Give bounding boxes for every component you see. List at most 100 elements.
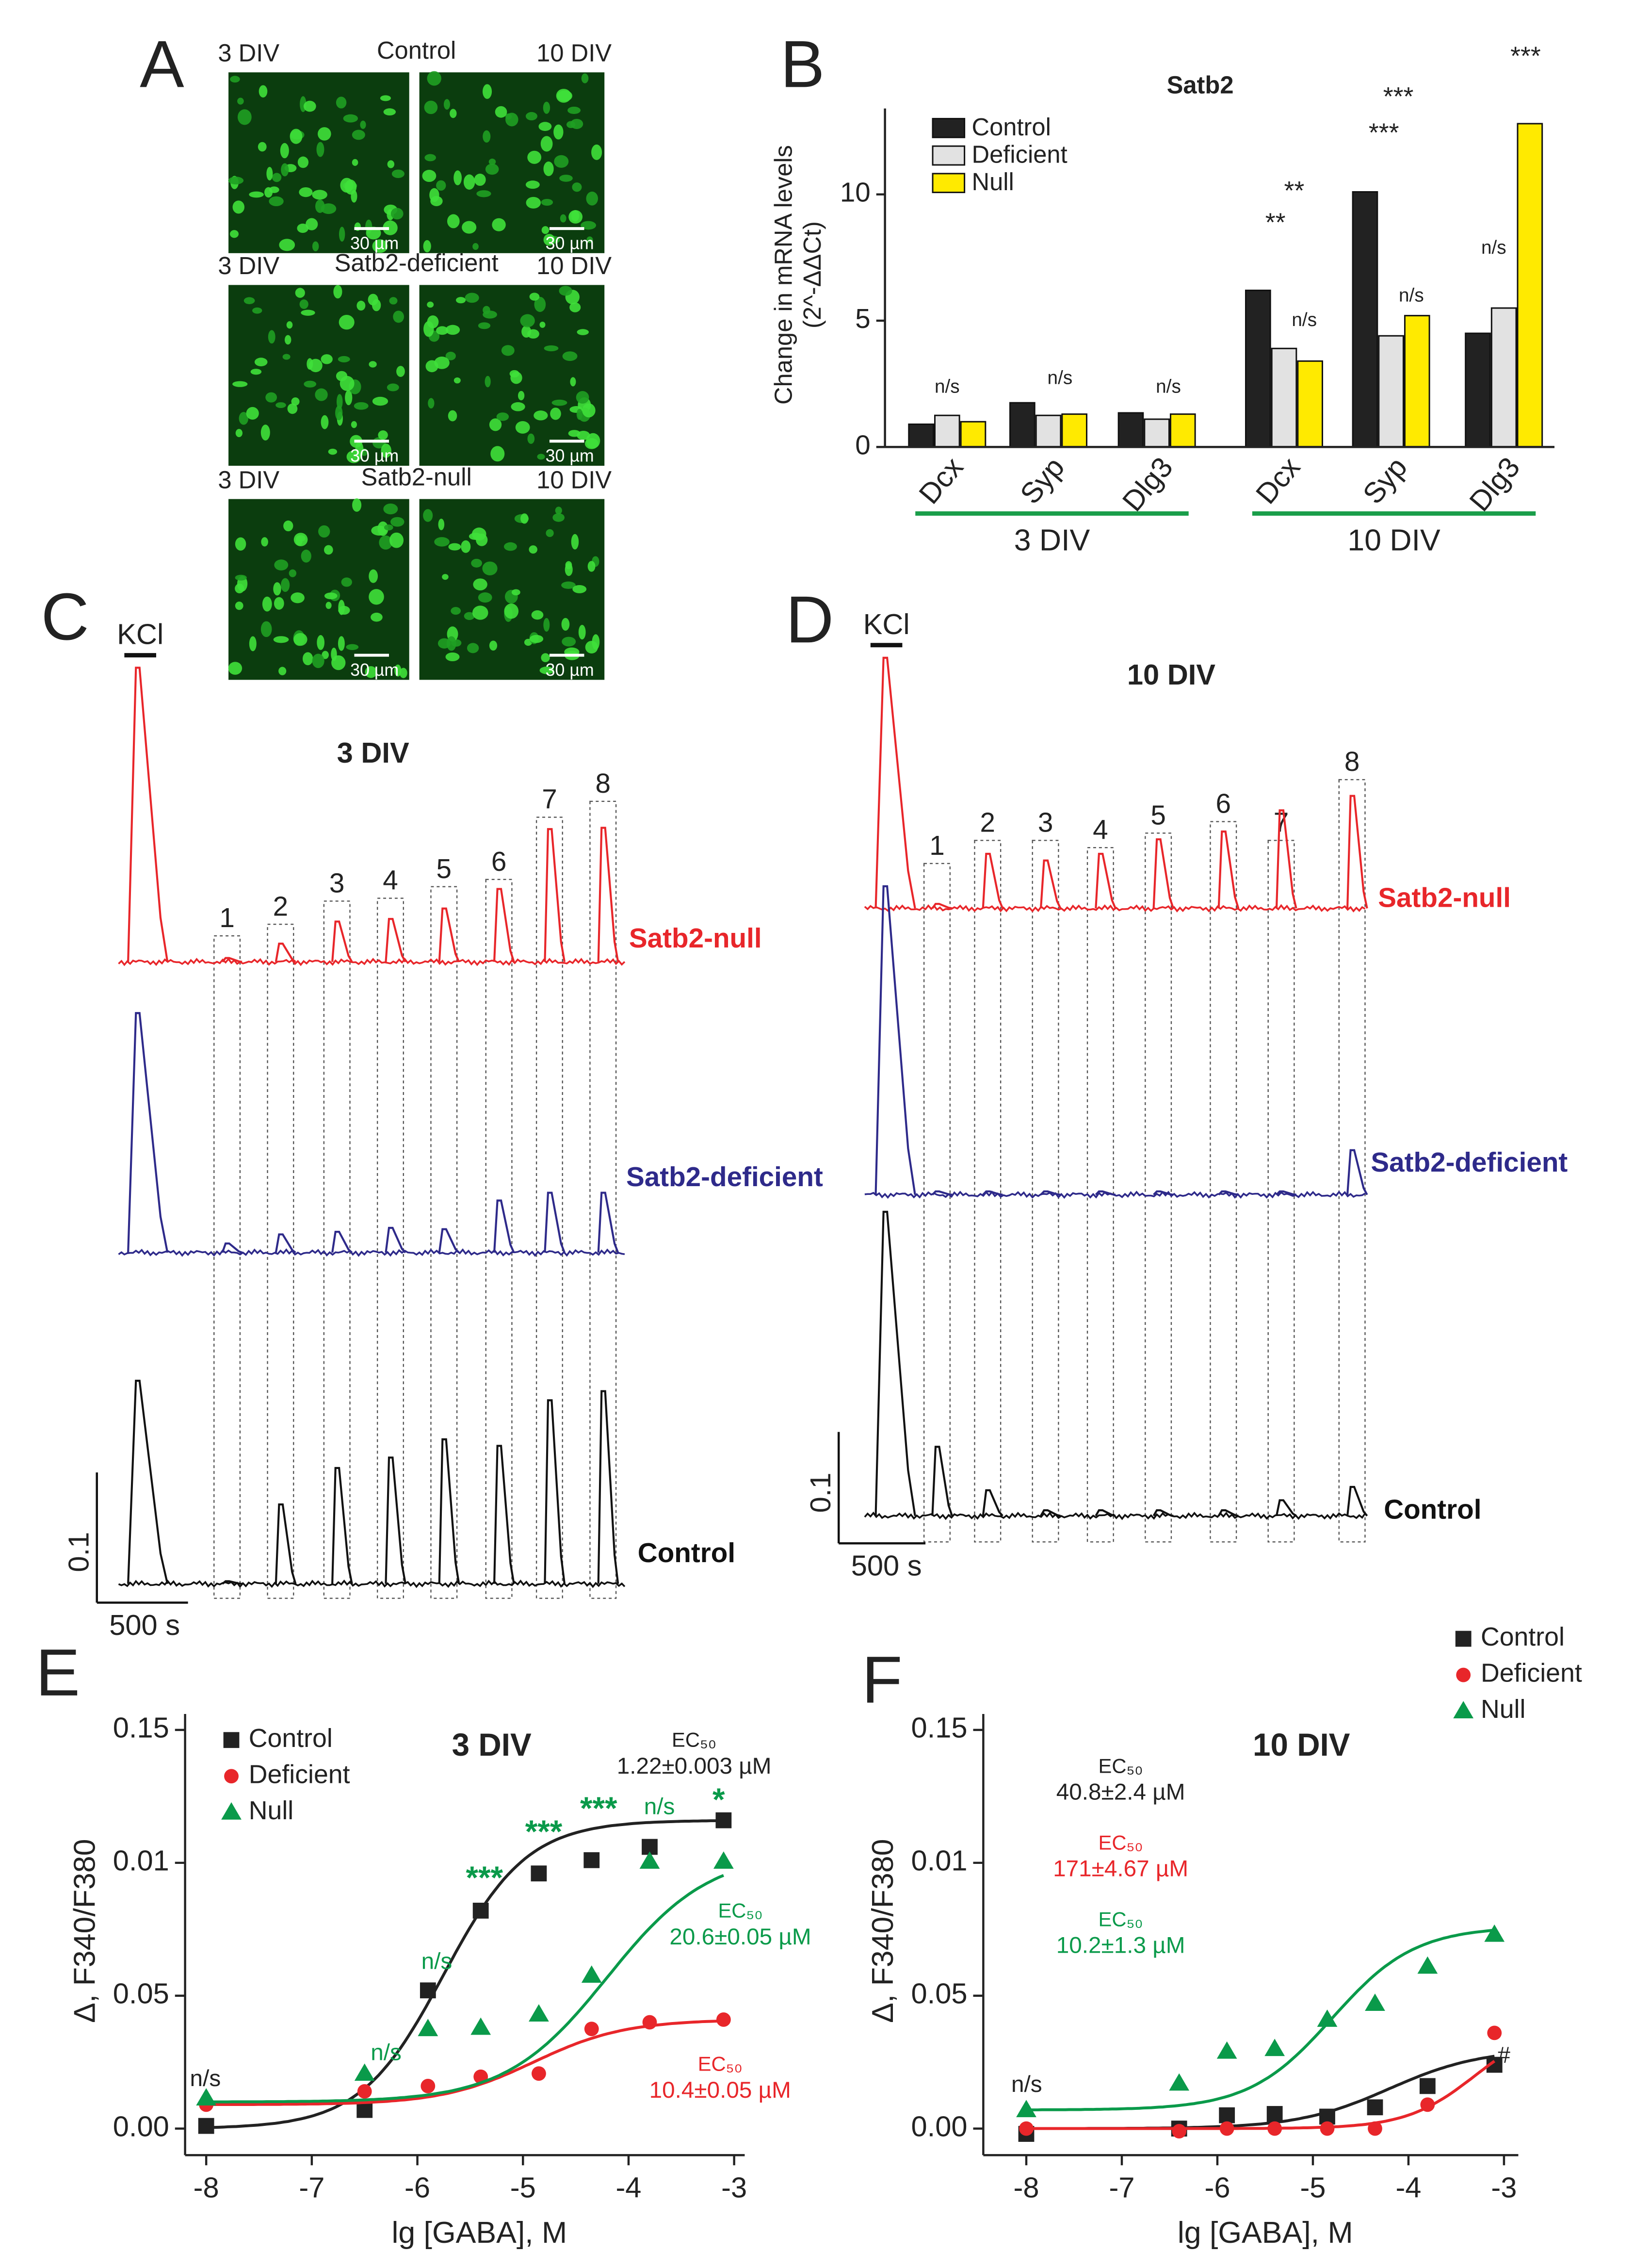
- cell: [572, 182, 582, 192]
- trace-peak: [331, 1467, 353, 1584]
- cell: [489, 640, 498, 651]
- x-tick-label: -3: [721, 2171, 747, 2204]
- stimulus-label: 1: [219, 903, 235, 933]
- cell: [540, 136, 553, 152]
- data-point: [583, 1852, 600, 1868]
- cell: [582, 403, 596, 418]
- cell: [286, 321, 293, 329]
- significance: ***: [1510, 41, 1541, 70]
- stimulus-label: 2: [273, 891, 289, 922]
- legend-label: Control: [972, 113, 1051, 141]
- scale-bar-label: 30 µm: [350, 233, 399, 253]
- data-point: [1019, 2121, 1034, 2136]
- cell: [430, 196, 443, 206]
- y-tick-label: 10: [840, 178, 871, 208]
- panel-letter: A: [140, 27, 184, 101]
- cell: [538, 122, 552, 131]
- cell: [581, 221, 597, 230]
- cell: [472, 243, 479, 250]
- cell: [371, 612, 383, 622]
- cell: [351, 421, 357, 428]
- stimulus-box: [213, 935, 241, 1599]
- cell: [372, 239, 388, 253]
- cell: [551, 399, 567, 406]
- trace-peak: [438, 1438, 460, 1584]
- data-point: [1267, 2121, 1282, 2136]
- cell: [434, 537, 450, 547]
- cell: [539, 322, 546, 328]
- cell: [584, 438, 599, 449]
- x-tick-label: -6: [404, 2171, 430, 2204]
- bar: [1035, 414, 1062, 448]
- scale-bar-label: 30 µm: [350, 446, 399, 466]
- cell: [428, 398, 435, 408]
- trace-baseline: [118, 1579, 626, 1588]
- significance: n/s: [1048, 367, 1073, 388]
- cell: [228, 662, 243, 675]
- cell: [265, 392, 277, 403]
- scale-bar-label: 500 s: [851, 1550, 922, 1582]
- stimulus-box: [589, 800, 617, 1599]
- cell: [474, 173, 486, 186]
- cell: [591, 144, 602, 160]
- cell: [423, 509, 433, 522]
- cell: [232, 200, 245, 214]
- cell: [291, 592, 305, 604]
- cell: [340, 375, 355, 391]
- cell: [387, 383, 399, 392]
- cell: [383, 220, 398, 235]
- fit-curve: [206, 1874, 725, 2104]
- trace-peak: [1152, 838, 1175, 909]
- fit-curve: [1026, 2060, 1496, 2130]
- ec50-value: 10.2±1.3 µM: [1056, 1933, 1185, 1958]
- data-point: [420, 1982, 436, 1999]
- significance: n/s: [1011, 2072, 1042, 2097]
- cell: [445, 652, 460, 661]
- data-point: [354, 2063, 375, 2081]
- legend-marker: [224, 1769, 239, 1784]
- stimulus-label: 6: [1216, 789, 1231, 819]
- y-tick-label: 0.01: [911, 1844, 968, 1877]
- legend-label: Null: [1481, 1695, 1525, 1724]
- trace-peak: [493, 1445, 515, 1584]
- trace-label: Control: [1384, 1495, 1481, 1525]
- cell: [492, 218, 506, 231]
- cell: [569, 302, 581, 312]
- x-tick-label: -8: [1013, 2171, 1039, 2204]
- image-label: 10 DIV: [536, 466, 612, 493]
- trace-peak: [221, 1242, 243, 1254]
- cell: [230, 230, 239, 238]
- cell: [539, 666, 554, 674]
- ec50-value: 10.4±0.05 µM: [649, 2077, 791, 2103]
- cell: [546, 529, 554, 537]
- panel-letter: D: [786, 583, 834, 657]
- cell: [496, 412, 509, 421]
- cell: [505, 113, 518, 127]
- ec50-label: EC₅₀: [1099, 1831, 1143, 1854]
- x-axis-label: lg [GABA], M: [1178, 2216, 1353, 2250]
- ec50-label: EC₅₀: [672, 1729, 716, 1751]
- stimulus-label: 5: [1150, 800, 1165, 831]
- data-point: [1317, 2009, 1338, 2027]
- cell: [318, 525, 330, 538]
- cell: [254, 358, 268, 367]
- cell: [352, 130, 365, 140]
- cell: [281, 163, 289, 177]
- cell: [495, 106, 507, 118]
- cell: [303, 100, 316, 112]
- image-label: 3 DIV: [218, 252, 279, 279]
- cell: [396, 366, 405, 377]
- group-label: 3 DIV: [1014, 523, 1090, 557]
- cell: [541, 226, 550, 234]
- cell: [462, 221, 477, 234]
- cell: [527, 433, 535, 444]
- image-label: Satb2-deficient: [335, 249, 499, 277]
- legend-swatch: [932, 118, 966, 138]
- cell: [526, 196, 541, 209]
- cell: [485, 163, 499, 175]
- trace-label: Satb2-null: [1378, 882, 1511, 913]
- data-point: [356, 2102, 373, 2118]
- cell: [511, 402, 525, 411]
- bar: [1061, 413, 1088, 448]
